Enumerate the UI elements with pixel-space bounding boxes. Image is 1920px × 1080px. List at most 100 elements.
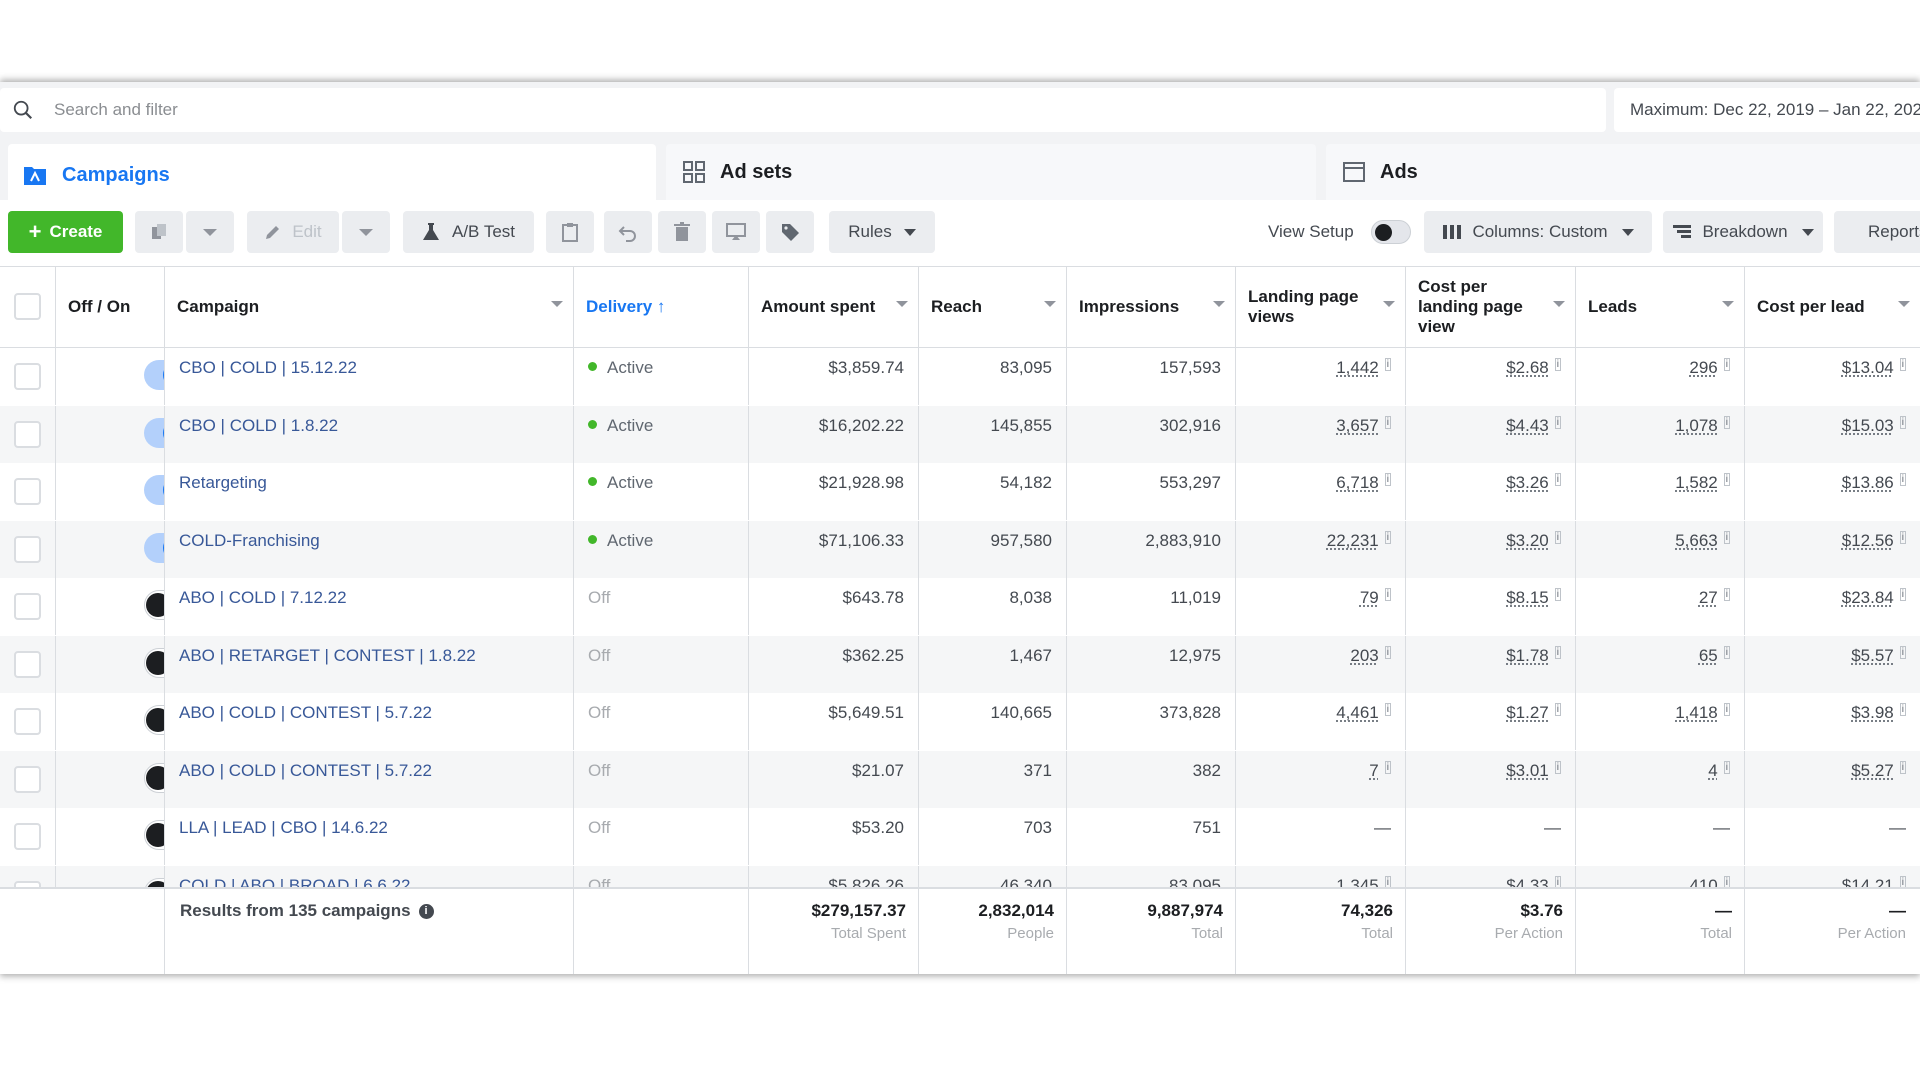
- tab-ads[interactable]: Ads: [1326, 144, 1920, 200]
- info-icon: i: [1384, 645, 1391, 659]
- duplicate-dropdown[interactable]: [186, 211, 234, 253]
- columns-icon: [1443, 225, 1462, 239]
- header-campaign[interactable]: Campaign: [165, 267, 574, 347]
- header-impressions[interactable]: Impressions: [1067, 267, 1236, 347]
- chevron-down-icon: [1213, 301, 1225, 307]
- tab-ads-label: Ads: [1380, 160, 1418, 183]
- row-select-cell: [0, 750, 56, 808]
- row-toggle-cell: [56, 405, 165, 463]
- table-row[interactable]: ABO | COLD | CONTEST | 5.7.22 Off $21.07 37…: [0, 750, 1920, 808]
- cell-impressions: 751: [1067, 808, 1236, 865]
- cell-reach: 140,665: [919, 693, 1067, 750]
- view-setup-switch[interactable]: [1371, 220, 1411, 244]
- tab-campaigns[interactable]: Campaigns: [8, 144, 656, 206]
- info-icon: i: [1723, 530, 1730, 544]
- delivery-status: Active: [574, 463, 749, 520]
- date-range-picker[interactable]: Maximum: Dec 22, 2019 – Jan 22, 2023: [1614, 88, 1920, 132]
- cell-impressions: 12,975: [1067, 635, 1236, 693]
- table-row[interactable]: ABO | COLD | 7.12.22 Off $643.78 8,038 11,01…: [0, 578, 1920, 635]
- columns-button[interactable]: Columns: Custom: [1424, 211, 1652, 253]
- ab-test-button[interactable]: A/B Test: [403, 211, 534, 253]
- campaign-toggle[interactable]: [144, 647, 164, 678]
- campaign-name-link[interactable]: ABO | COLD | CONTEST | 5.7.22: [165, 750, 574, 808]
- row-checkbox[interactable]: [14, 650, 41, 678]
- row-checkbox[interactable]: [14, 765, 41, 793]
- clipboard-button[interactable]: [546, 211, 594, 253]
- info-icon: i: [1899, 358, 1906, 371]
- search-bar[interactable]: Search and filter: [0, 88, 1606, 132]
- cell-leads: 1,582 i: [1576, 463, 1745, 520]
- row-checkbox[interactable]: [14, 535, 41, 563]
- edit-dropdown[interactable]: [342, 211, 390, 253]
- preview-button[interactable]: [712, 211, 760, 253]
- header-cost-per-lead[interactable]: Cost per lead: [1745, 267, 1920, 347]
- campaign-toggle[interactable]: [144, 820, 164, 850]
- row-checkbox[interactable]: [14, 593, 41, 620]
- info-icon: i: [1723, 645, 1730, 659]
- campaign-name-link[interactable]: Retargeting: [165, 463, 574, 520]
- table-row[interactable]: Retargeting Active $21,928.98 54,182 553,297…: [0, 463, 1920, 520]
- header-landing-page-views[interactable]: Landing page views: [1236, 267, 1406, 347]
- row-checkbox[interactable]: [14, 823, 41, 850]
- campaign-name-link[interactable]: CBO | COLD | 1.8.22: [165, 405, 574, 463]
- campaign-name-link[interactable]: COLD-Franchising: [165, 520, 574, 578]
- cell-cpl: —: [1889, 818, 1906, 837]
- table-row[interactable]: ABO | RETARGET | CONTEST | 1.8.22 Off $362…: [0, 635, 1920, 693]
- campaign-name-link[interactable]: LLA | LEAD | CBO | 14.6.22: [165, 808, 574, 865]
- row-checkbox[interactable]: [14, 420, 41, 448]
- campaign-toggle[interactable]: [144, 360, 164, 390]
- footer-reach: 2,832,014 People: [919, 889, 1067, 974]
- table-row[interactable]: ABO | COLD | CONTEST | 5.7.22 Off $5,649.5…: [0, 693, 1920, 750]
- select-all-checkbox[interactable]: [14, 293, 41, 320]
- campaign-toggle[interactable]: [144, 532, 164, 563]
- campaign-name-link[interactable]: CBO | COLD | 15.12.22: [165, 348, 574, 405]
- header-leads[interactable]: Leads: [1576, 267, 1745, 347]
- tab-ad-sets[interactable]: Ad sets: [666, 144, 1316, 200]
- campaign-toggle[interactable]: [144, 762, 164, 793]
- duplicate-button[interactable]: [135, 211, 183, 253]
- footer-impressions: 9,887,974 Total: [1067, 889, 1236, 974]
- grid-icon: [682, 160, 706, 184]
- row-toggle-cell: [56, 463, 165, 520]
- campaign-toggle[interactable]: [144, 475, 164, 505]
- reports-button[interactable]: Reports: [1834, 211, 1920, 253]
- row-checkbox[interactable]: [14, 478, 41, 505]
- header-reach[interactable]: Reach: [919, 267, 1067, 347]
- info-icon: i: [1554, 588, 1561, 601]
- campaign-toggle[interactable]: [144, 417, 164, 448]
- header-cost-per-landing-page-view[interactable]: Cost per landing page view: [1406, 267, 1576, 347]
- campaign-name-link[interactable]: ABO | COLD | 7.12.22: [165, 578, 574, 635]
- breakdown-button[interactable]: Breakdown: [1663, 211, 1823, 253]
- active-dot-icon: [588, 362, 597, 371]
- header-delivery[interactable]: Delivery ↑: [574, 267, 749, 347]
- delivery-status: Active: [574, 348, 749, 405]
- header-off-on: Off / On: [56, 267, 165, 347]
- flask-icon: [423, 223, 439, 240]
- tag-button[interactable]: [766, 211, 814, 253]
- delete-button[interactable]: [658, 211, 706, 253]
- row-select-cell: [0, 635, 56, 693]
- table-row[interactable]: LLA | LEAD | CBO | 14.6.22 Off $53.20 703 75…: [0, 808, 1920, 865]
- table-row[interactable]: CBO | COLD | 15.12.22 Active $3,859.74 83,0…: [0, 348, 1920, 405]
- cell-impressions: 302,916: [1067, 405, 1236, 463]
- table-row[interactable]: COLD-Franchising Active $71,106.33 957,580 2…: [0, 520, 1920, 578]
- rules-button[interactable]: Rules: [829, 211, 935, 253]
- row-select-cell: [0, 463, 56, 520]
- row-checkbox[interactable]: [14, 363, 41, 390]
- row-checkbox[interactable]: [14, 708, 41, 735]
- campaign-toggle[interactable]: [144, 590, 164, 620]
- campaign-toggle[interactable]: [144, 705, 164, 735]
- campaign-name-link[interactable]: ABO | COLD | CONTEST | 5.7.22: [165, 693, 574, 750]
- search-placeholder[interactable]: Search and filter: [54, 100, 178, 119]
- undo-button[interactable]: [604, 211, 652, 253]
- campaign-name-link[interactable]: ABO | RETARGET | CONTEST | 1.8.22: [165, 635, 574, 693]
- info-icon[interactable]: i: [418, 903, 434, 919]
- header-amount-spent[interactable]: Amount spent: [749, 267, 919, 347]
- edit-button[interactable]: Edit: [247, 211, 339, 253]
- cell-cplpv: —: [1406, 808, 1576, 865]
- create-button[interactable]: + Create: [8, 211, 123, 253]
- view-setup-toggle[interactable]: [1371, 211, 1411, 253]
- active-dot-icon: [588, 419, 597, 429]
- chevron-down-icon: [896, 301, 908, 307]
- table-row[interactable]: CBO | COLD | 1.8.22 Active $16,202.22 145,8…: [0, 405, 1920, 463]
